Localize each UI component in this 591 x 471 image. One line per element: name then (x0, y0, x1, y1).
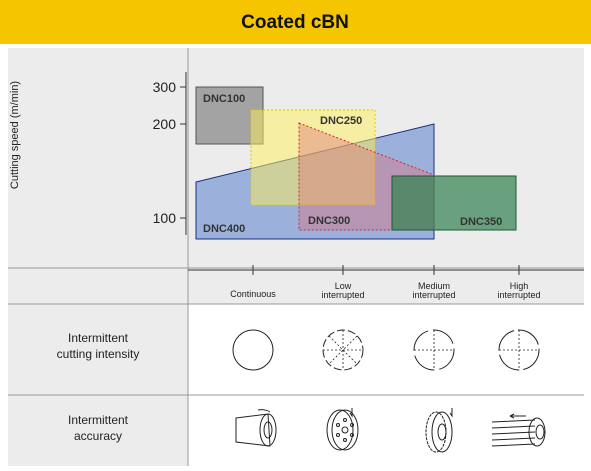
region-label: DNC350 (460, 216, 502, 228)
axis-label: interrupted (321, 290, 364, 300)
row-label: accuracy (74, 429, 122, 443)
axis-label: interrupted (497, 290, 540, 300)
region-label: DNC250 (320, 115, 362, 127)
region-dnc250 (250, 109, 376, 206)
icon-area (188, 304, 584, 466)
axis-label: interrupted (412, 290, 455, 300)
axis-label: Continuous (230, 289, 276, 299)
ticks (180, 86, 186, 219)
intensity-icons (232, 329, 540, 371)
tick-label: 200 (153, 116, 177, 132)
tick-label: 300 (153, 79, 177, 95)
tick-label: 100 (153, 210, 177, 226)
row-label: Intermittent (68, 331, 129, 345)
accuracy-icons (235, 408, 546, 453)
title: Coated cBN (241, 12, 349, 33)
axis-label: Cutting speed (m/min) (9, 81, 21, 189)
axis-label: Low (335, 281, 352, 291)
title-bar (0, 0, 591, 44)
region-label: DNC300 (308, 215, 350, 227)
ticks (252, 265, 520, 275)
row-label: cutting intensity (57, 347, 140, 361)
region-label: DNC400 (203, 223, 245, 235)
region-dnc350 (391, 175, 517, 231)
axis-label: High (510, 281, 529, 291)
region-label: DNC100 (203, 93, 245, 105)
row-label: Intermittent (68, 413, 129, 427)
axis-label: Medium (418, 281, 450, 291)
